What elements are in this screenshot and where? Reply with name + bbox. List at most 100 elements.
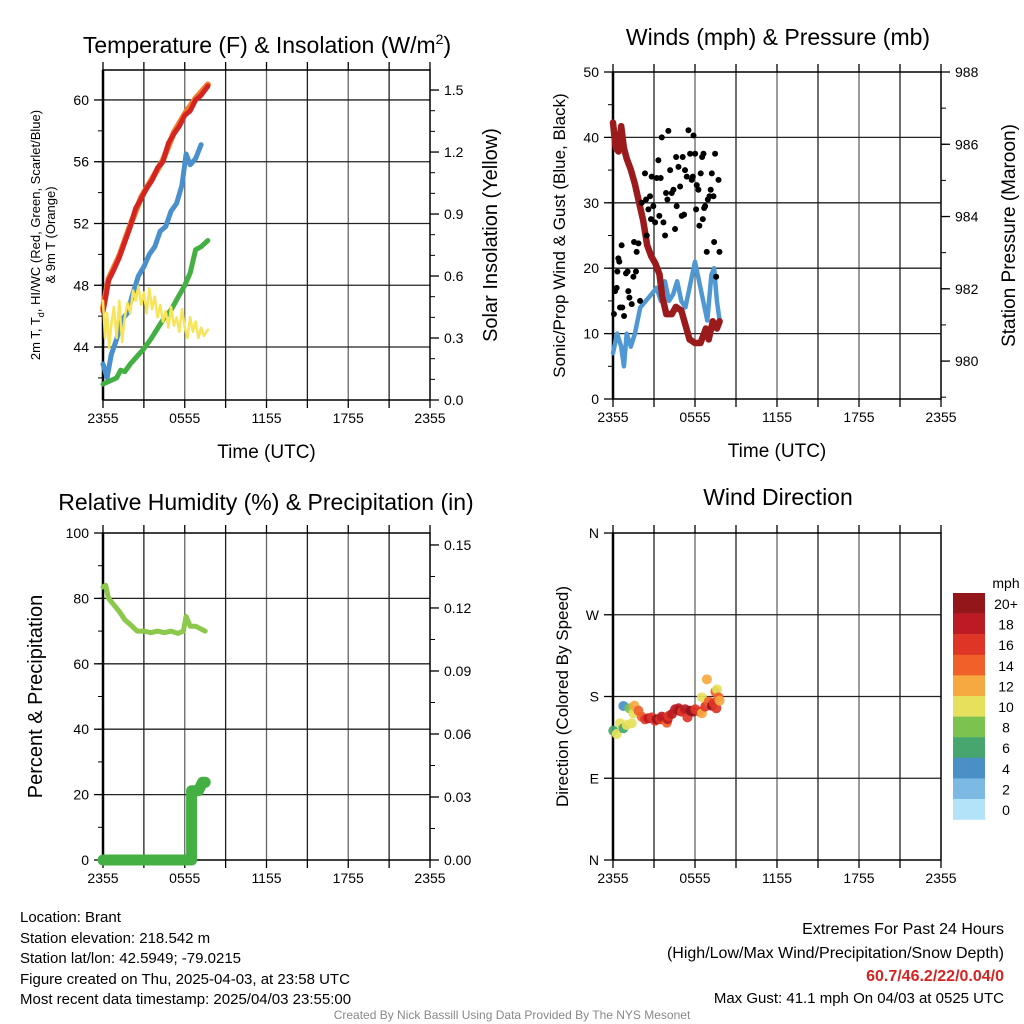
y-axis-label: Percent & Precipitation [25,595,47,798]
direction-point [712,684,723,695]
series-precip-line [97,776,211,866]
y-tick-label: 80 [73,590,89,606]
gust-point [635,240,642,247]
panel-title: Relative Humidity (%) & Precipitation (i… [58,489,473,515]
gust-point [619,304,626,311]
gust-point [670,186,677,193]
gust-point [628,301,635,308]
y-axis-label: Sonic/Prop Wind & Gust (Blue, Black) [550,93,569,377]
max-gust-text: Max Gust: 41.1 mph On 04/03 at 0525 UTC [714,990,1004,1007]
plot-area [609,119,723,369]
gust-point [712,150,719,157]
legend-swatch [953,654,985,676]
y-tick-label: 0 [81,852,89,868]
gust-point [699,216,706,223]
series-solar-line [101,285,210,350]
legend-label: 6 [1002,740,1010,756]
gust-point [660,219,667,226]
gust-point [689,173,696,180]
legend-label: 14 [998,658,1014,674]
y-tick-label: 44 [73,339,89,355]
panel-title: Wind Direction [703,484,853,510]
y-tick-label: 20 [73,787,89,803]
gust-point [677,183,684,190]
extremes-legend: (High/Low/Max Wind/Precipitation/Snow De… [667,945,1004,962]
x-tick-label: 2355 [925,870,956,886]
y2-tick-label: 986 [955,136,979,152]
y-tick-label: 100 [66,525,90,541]
legend-swatch [953,593,985,614]
series-t2m-line [100,83,211,314]
y-tick-label: 48 [73,277,89,293]
legend-swatch [953,799,985,820]
x-tick-label: 2355 [597,870,628,886]
y2-tick-label: 0.0 [444,392,464,408]
gust-point [716,248,723,255]
y2-tick-label: 988 [955,64,979,80]
x-tick-label: 2355 [925,409,956,425]
legend-swatch [953,675,985,697]
y-tick-label: N [589,852,599,868]
gust-point [652,219,659,226]
panel-1: 2355 0555 1155 1755 2355 44 48 52 56 60 0.0 0.3 0.6 0… [28,31,502,463]
y-tick-label: 56 [73,154,89,170]
y2-tick-label: 980 [955,353,979,369]
y2-tick-label: 0.3 [444,330,464,346]
legend-label: 16 [998,637,1014,653]
gust-point [693,182,700,189]
y-label-part: , HI/WC (Red, Green, Scarlet/Blue) [28,110,43,312]
gust-point [695,186,702,193]
y-tick-label: 60 [73,92,89,108]
gust-point [650,203,657,210]
gust-point [647,193,654,200]
y2-axis-label: Solar Insolation (Yellow) [480,128,502,342]
title-text: Wind Direction [703,484,853,510]
gust-point [713,273,720,280]
gust-point [658,134,665,141]
gust-point [614,268,621,275]
legend-label: 4 [1002,761,1010,777]
gust-point [663,189,670,196]
extremes-values: 60.7/46.2/22/0.04/0 [866,968,1004,985]
gust-point [643,196,650,203]
x-tick-label: 1155 [251,410,281,426]
panel-title: Winds (mph) & Pressure (mb) [626,24,930,50]
gust-point [715,176,722,183]
gust-point [621,312,628,319]
y2-tick-label: 0.9 [444,206,464,222]
gust-point [641,170,648,177]
gust-point [624,268,631,275]
legend-label: 10 [998,699,1014,715]
y2-tick-label: 984 [955,209,979,225]
gust-point [643,232,650,239]
y-label-subscript: d [36,312,46,317]
panel-2: 2355 0555 1155 1755 2355 0 10 20 30 40 50 980 982 984… [550,24,1020,462]
y-axis-label: Direction (Colored By Speed) [553,586,572,807]
gust-point [673,203,680,210]
gust-point [703,248,710,255]
gust-point [664,196,671,203]
series-pressure-line [609,119,723,347]
gust-point [672,225,679,232]
gust-point [625,288,632,295]
gust-point [710,193,717,200]
x-tick-label: 0555 [679,870,710,886]
x-axis-label: Time (UTC) [728,441,827,462]
y2-tick-label: 0.06 [444,726,471,742]
panel-title: Temperature (F) & Insolation (W/m2) [83,31,451,58]
y-tick-label: 0 [591,391,599,407]
legend-label: 2 [1002,781,1010,797]
gust-point [711,239,718,246]
direction-point [714,695,725,706]
y-label-part: 2m T, T [28,317,43,360]
y2-tick-label: 1.2 [444,144,464,160]
x-tick-label: 2355 [414,410,445,426]
y2-tick-label: 0.00 [444,852,471,868]
title-superscript: 2 [436,31,444,47]
title-text: Relative Humidity (%) & Precipitation (i… [58,489,473,515]
x-tick-label: 0555 [679,409,710,425]
y-tick-label: 30 [583,195,599,211]
gust-point [697,170,704,177]
gust-point [638,199,645,206]
speed-legend: mph 20+ 18 16 14 12 10 8 6 4 2 0 [953,575,1020,820]
